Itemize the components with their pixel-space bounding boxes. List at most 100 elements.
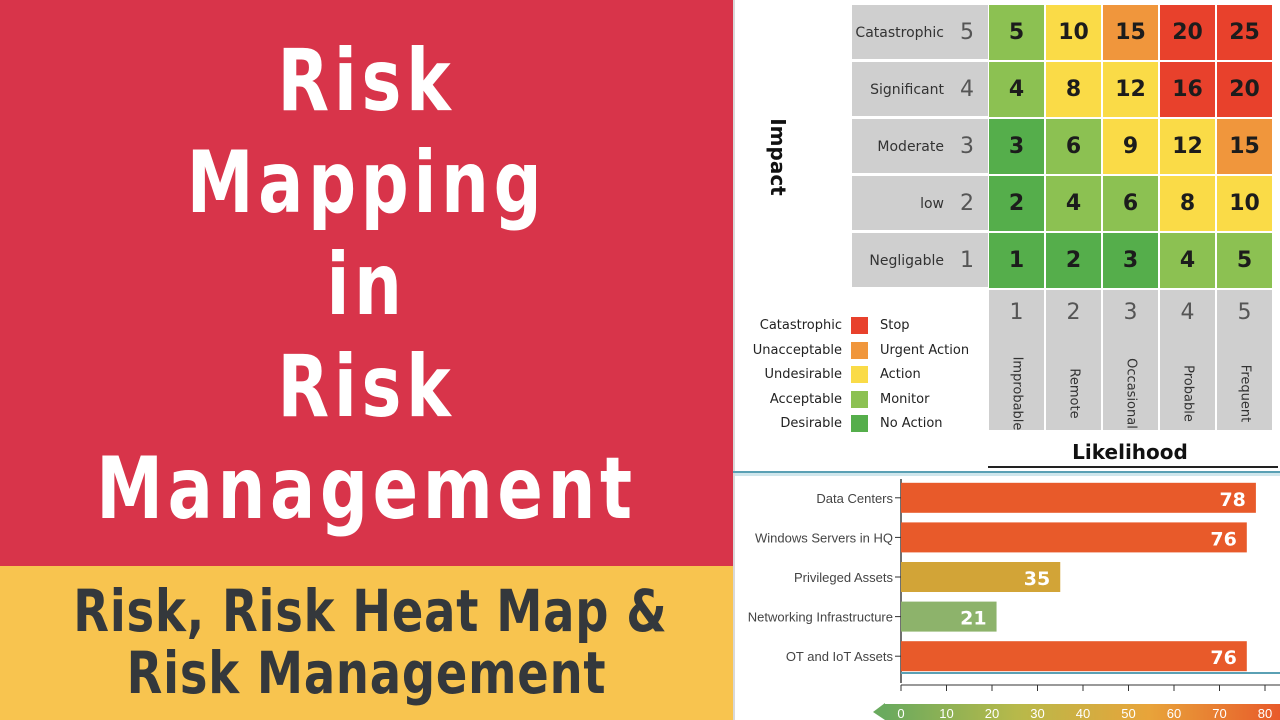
legend-swatch (851, 317, 868, 334)
risk-score-cell: 12 (1160, 119, 1215, 174)
impact-row-label: Negligable 1 (852, 233, 988, 289)
likelihood-level: 4 (1180, 300, 1195, 325)
legend-label: Catastrophic (759, 318, 842, 333)
x-tick-label: 0 (897, 706, 904, 720)
risk-score-cell: 25 (1217, 5, 1272, 60)
asset-risk-bar-chart: Data Centers 78 Windows Servers in HQ 76 Pri… (735, 473, 1280, 720)
legend-item: Unacceptable Urgent Action (740, 340, 980, 362)
x-tick-label: 10 (939, 706, 953, 720)
category-label: Privileged Assets (794, 570, 893, 585)
subtitle-line: Risk Management (126, 639, 607, 707)
impact-name: Negligable (869, 253, 944, 269)
title-line: Mapping (186, 133, 547, 233)
risk-score-cell: 4 (1160, 233, 1215, 288)
poster-title: Risk Mapping in Risk Management (0, 30, 733, 540)
top-rule (735, 473, 1280, 476)
risk-score-cell: 15 (1217, 119, 1272, 174)
likelihood-column-label: 4 Probable (1160, 290, 1215, 430)
likelihood-level: 2 (1066, 300, 1081, 325)
scale-arrow (873, 703, 885, 720)
likelihood-underline (988, 466, 1278, 468)
legend-swatch (851, 342, 868, 359)
poster-subtitle: Risk, Risk Heat Map & Risk Management (0, 580, 733, 704)
impact-level: 3 (960, 134, 974, 159)
likelihood-name: Probable (1180, 365, 1196, 422)
risk-score-cell: 12 (1103, 62, 1158, 117)
category-label: Data Centers (816, 491, 893, 506)
legend-swatch (851, 415, 868, 432)
legend-item: Acceptable Monitor (740, 389, 980, 411)
subtitle-banner: Risk, Risk Heat Map & Risk Management (0, 566, 733, 720)
risk-score-cell: 2 (1046, 233, 1101, 288)
impact-row-label: Significant 4 (852, 62, 988, 118)
impact-name: Moderate (877, 139, 944, 155)
likelihood-column-label: 3 Occasional (1103, 290, 1158, 430)
x-tick-label: 80 (1258, 706, 1272, 720)
risk-score-cell: 9 (1103, 119, 1158, 174)
likelihood-name: Occasional (1123, 358, 1139, 429)
bar-value-label: 78 (1219, 489, 1245, 511)
likelihood-column-label: 1 Improbable (989, 290, 1044, 430)
likelihood-name: Remote (1066, 368, 1082, 419)
legend-swatch (851, 391, 868, 408)
risk-score-cell: 6 (1103, 176, 1158, 231)
legend-label: Unacceptable (752, 343, 842, 358)
subtitle-line: Risk, Risk Heat Map & (73, 577, 668, 645)
likelihood-column-label: 5 Frequent (1217, 290, 1272, 430)
likelihood-level: 1 (1009, 300, 1024, 325)
impact-name: Catastrophic (855, 25, 944, 41)
impact-level: 2 (960, 191, 974, 216)
section-divider (733, 471, 1280, 473)
impact-row-label: Moderate 3 (852, 119, 988, 175)
bar (901, 562, 1061, 592)
risk-score-cell: 4 (989, 62, 1044, 117)
risk-score-cell: 5 (989, 5, 1044, 60)
x-tick-label: 30 (1030, 706, 1044, 720)
bar-value-label: 21 (960, 608, 986, 630)
bar-value-label: 76 (1210, 647, 1236, 669)
risk-score-cell: 3 (989, 119, 1044, 174)
x-tick-label: 40 (1076, 706, 1090, 720)
risk-score-cell: 5 (1217, 233, 1272, 288)
likelihood-name: Improbable (1009, 356, 1025, 431)
legend-action: Monitor (880, 392, 930, 407)
legend-item: Desirable No Action (740, 413, 980, 435)
legend-action: Stop (880, 318, 910, 333)
impact-level: 1 (960, 248, 974, 273)
title-line: in (326, 235, 407, 335)
impact-row-label: low 2 (852, 176, 988, 232)
x-tick-label: 60 (1167, 706, 1181, 720)
impact-level: 4 (960, 77, 974, 102)
impact-name: low (920, 196, 944, 212)
x-tick-label: 70 (1212, 706, 1226, 720)
x-tick-label: 50 (1121, 706, 1135, 720)
legend-label: Undesirable (764, 367, 842, 382)
legend-action: No Action (880, 416, 943, 431)
scale-strip (885, 704, 1280, 720)
impact-level: 5 (960, 20, 974, 45)
risk-score-cell: 8 (1046, 62, 1101, 117)
risk-score-cell: 6 (1046, 119, 1101, 174)
risk-score-cell: 15 (1103, 5, 1158, 60)
risk-score-cell: 10 (1046, 5, 1101, 60)
risk-score-cell: 20 (1217, 62, 1272, 117)
risk-score-cell: 2 (989, 176, 1044, 231)
likelihood-level: 5 (1237, 300, 1252, 325)
bar-value-label: 35 (1024, 568, 1050, 590)
bar (901, 641, 1247, 672)
risk-score-cell: 8 (1160, 176, 1215, 231)
risk-score-cell: 1 (989, 233, 1044, 288)
likelihood-axis-label: Likelihood (1072, 440, 1188, 464)
impact-axis-label: Impact (766, 118, 790, 196)
risk-score-cell: 3 (1103, 233, 1158, 288)
likelihood-name: Frequent (1237, 364, 1253, 423)
likelihood-level: 3 (1123, 300, 1138, 325)
legend-item: Undesirable Action (740, 364, 980, 386)
legend-swatch (851, 366, 868, 383)
risk-score-cell: 10 (1217, 176, 1272, 231)
legend-label: Desirable (780, 416, 842, 431)
likelihood-column-label: 2 Remote (1046, 290, 1101, 430)
x-tick-label: 20 (985, 706, 999, 720)
bar (901, 522, 1247, 553)
title-line: Risk (277, 337, 456, 437)
